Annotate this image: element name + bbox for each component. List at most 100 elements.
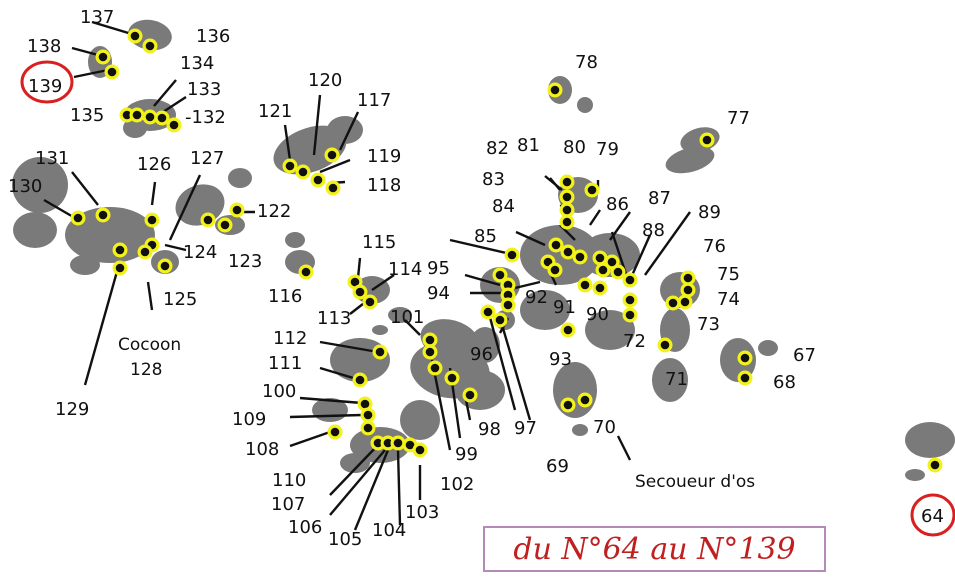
marker-number-label: 72	[623, 331, 646, 352]
marker-dot	[562, 217, 572, 227]
rock	[372, 325, 388, 335]
rock	[13, 212, 57, 248]
marker-dot	[393, 438, 403, 448]
marker-number-label: 101	[390, 307, 424, 328]
leader-line	[289, 413, 363, 419]
rock	[340, 453, 370, 473]
cocoon-number-label: 128	[130, 360, 162, 380]
marker-number-label: -132	[185, 107, 226, 128]
marker-number-label: 130	[8, 176, 42, 197]
marker-layer	[70, 28, 943, 473]
marker-dot	[107, 67, 117, 77]
leader-line	[164, 243, 187, 252]
marker-number-label: 100	[262, 381, 296, 402]
leader-line	[71, 171, 99, 206]
leader-line	[329, 449, 386, 516]
marker-dot	[607, 257, 617, 267]
leader-line	[609, 211, 631, 241]
marker-dot	[98, 210, 108, 220]
marker-number-label: 108	[245, 439, 279, 460]
marker-dot	[232, 205, 242, 215]
marker-number-label: 120	[308, 70, 342, 91]
marker-number-label: 80	[563, 137, 586, 158]
marker-dot	[550, 265, 560, 275]
highlight-circle	[20, 60, 74, 104]
marker-dot	[327, 150, 337, 160]
rock	[388, 307, 412, 323]
marker-number-label: 76	[703, 236, 726, 257]
marker-number-label: 104	[372, 520, 406, 541]
leader-line	[83, 267, 120, 386]
marker-number-label: 77	[727, 108, 750, 129]
marker-number-label: 134	[180, 53, 214, 74]
marker-dot	[613, 267, 623, 277]
leader-line	[73, 68, 109, 79]
leader-line	[404, 319, 421, 336]
rock	[585, 310, 635, 350]
marker-dot	[115, 263, 125, 273]
marker-dot	[550, 85, 560, 95]
marker-number-label: 114	[388, 259, 422, 280]
marker-dot	[203, 215, 213, 225]
marker-dot	[740, 353, 750, 363]
marker-dot	[425, 347, 435, 357]
marker-dot	[507, 250, 517, 260]
marker-dot	[425, 335, 435, 345]
marker-dot	[503, 290, 513, 300]
marker-number-label: 103	[405, 502, 439, 523]
rock	[572, 424, 588, 436]
leader-line	[464, 273, 501, 287]
marker-dot	[495, 270, 505, 280]
rock	[577, 97, 593, 113]
marker-number-label: 131	[35, 148, 69, 169]
leader-line	[71, 46, 99, 57]
leader-line	[396, 449, 402, 526]
marker-number-label: 92	[525, 287, 548, 308]
marker-dot	[140, 247, 150, 257]
secoueur-label: Secoueur d'os	[635, 472, 755, 492]
marker-number-label: 119	[367, 146, 401, 167]
marker-dot	[495, 315, 505, 325]
marker-dot	[930, 460, 940, 470]
marker-dot	[543, 257, 553, 267]
marker-dot	[363, 423, 373, 433]
marker-dot	[563, 400, 573, 410]
marker-dot	[132, 110, 142, 120]
marker-number-label: 97	[514, 418, 537, 439]
marker-dot	[415, 445, 425, 455]
marker-dot	[375, 347, 385, 357]
leader-line	[289, 430, 331, 448]
leader-line	[153, 79, 177, 107]
marker-dot	[562, 177, 572, 187]
marker-dot	[563, 247, 573, 257]
leader-line	[449, 238, 516, 257]
marker-dot	[145, 41, 155, 51]
marker-number-label: 70	[593, 417, 616, 438]
marker-dot	[702, 135, 712, 145]
marker-dot	[562, 192, 572, 202]
marker-dot	[285, 161, 295, 171]
marker-dot	[169, 120, 179, 130]
marker-dot	[147, 215, 157, 225]
marker-dot	[587, 185, 597, 195]
marker-dot	[595, 283, 605, 293]
marker-dot	[668, 298, 678, 308]
marker-dot	[580, 280, 590, 290]
marker-number-label: 87	[648, 188, 671, 209]
marker-dot	[313, 175, 323, 185]
rock	[905, 422, 955, 458]
marker-dot	[660, 340, 670, 350]
marker-number-label: 91	[553, 297, 576, 318]
rock	[285, 232, 305, 248]
marker-number-label: 78	[575, 52, 598, 73]
marker-number-label: 89	[698, 202, 721, 223]
leader-line	[168, 174, 202, 241]
marker-number-label: 71	[665, 369, 688, 390]
marker-number-label: 82	[486, 138, 509, 159]
rock	[123, 118, 147, 138]
marker-dot	[595, 253, 605, 263]
title-box: du N°64 au N°139	[483, 526, 826, 572]
marker-dot	[115, 245, 125, 255]
marker-dot	[130, 31, 140, 41]
marker-dot	[145, 112, 155, 122]
